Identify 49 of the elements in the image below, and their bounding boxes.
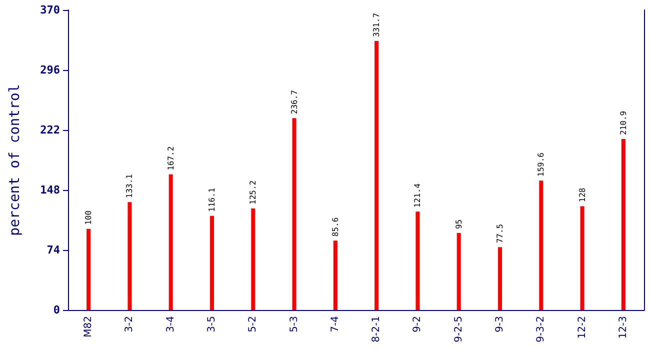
bar — [86, 228, 91, 310]
data-label: 116.1 — [208, 188, 216, 212]
x-tick-label: 9-3-2 — [536, 316, 547, 342]
x-tick-label: 3-2 — [124, 316, 136, 332]
y-tick-label: 296 — [40, 64, 60, 76]
bar — [210, 216, 214, 310]
x-tick-label: M82 — [83, 316, 94, 338]
data-label: 85.6 — [330, 217, 340, 237]
bar — [374, 41, 379, 310]
x-tick-label: 8-2-1 — [371, 316, 382, 342]
y-tick-label: 148 — [40, 184, 60, 196]
y-tick-label: 370 — [40, 4, 60, 16]
x-tick-label: 12-2 — [576, 316, 588, 339]
bar — [498, 247, 502, 310]
data-label: 133.1 — [125, 174, 134, 198]
data-label: 121.4 — [413, 183, 422, 208]
bar — [539, 180, 544, 310]
data-label: 100 — [84, 210, 94, 225]
y-axis-title: percent of control — [7, 84, 23, 236]
x-tick-label: 3-5 — [206, 316, 218, 332]
bar — [333, 240, 338, 310]
y-tick-label: 74 — [46, 244, 60, 256]
bar — [416, 212, 420, 310]
data-label: 210.9 — [618, 110, 628, 135]
data-label: 236.7 — [290, 90, 299, 114]
data-label: 167.2 — [166, 146, 176, 170]
bar — [580, 206, 584, 310]
x-tick-label: 5-2 — [248, 316, 259, 332]
x-tick-label: 9-3 — [494, 316, 506, 332]
x-tick-label: 12-3 — [618, 316, 629, 339]
bar — [128, 202, 132, 310]
data-label: 95 — [454, 219, 464, 229]
data-label: 159.6 — [536, 152, 546, 177]
data-label: 125.2 — [248, 180, 258, 204]
x-tick-label: 7-4 — [330, 316, 341, 332]
bar — [456, 232, 461, 310]
x-tick-label: 9-2-5 — [453, 316, 464, 342]
bar — [251, 208, 256, 310]
y-tick-label: 0 — [53, 304, 60, 316]
bar — [621, 139, 626, 310]
x-tick-label: 9-2 — [412, 316, 424, 332]
data-label: 331.7 — [372, 12, 382, 38]
data-label: 77.5 — [496, 224, 504, 244]
bar — [168, 174, 173, 310]
y-tick-label: 222 — [40, 124, 60, 136]
bar — [292, 118, 296, 310]
x-tick-label: 3-4 — [165, 316, 176, 332]
data-label: 128 — [578, 188, 587, 202]
x-tick-label: 5-3 — [288, 316, 300, 332]
